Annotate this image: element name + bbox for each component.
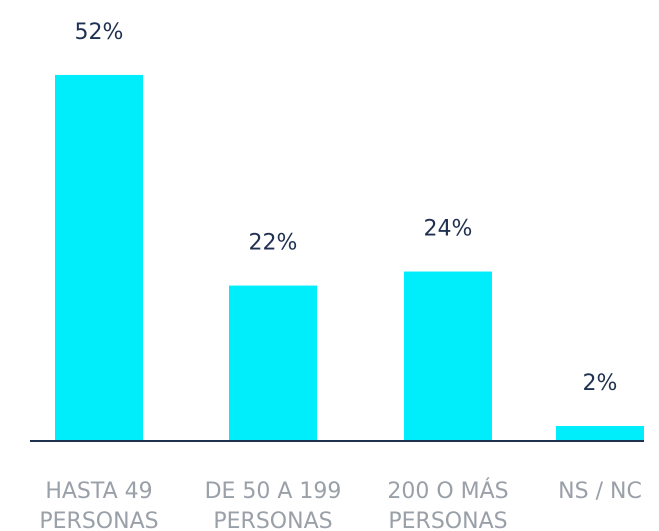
category-label: NS / NC (558, 479, 642, 504)
bar (404, 271, 492, 440)
bar (55, 74, 143, 441)
category-label: HASTA 49 PERSONAS (39, 479, 159, 531)
value-label: 22% (249, 231, 298, 256)
value-label: 52% (75, 20, 124, 45)
value-label: 2% (583, 371, 618, 396)
bar (229, 285, 317, 440)
value-label: 24% (424, 217, 473, 242)
category-label: 200 O MÁS PERSONAS (387, 479, 509, 531)
bar (556, 425, 644, 440)
category-label: DE 50 A 199 PERSONAS (204, 479, 342, 531)
